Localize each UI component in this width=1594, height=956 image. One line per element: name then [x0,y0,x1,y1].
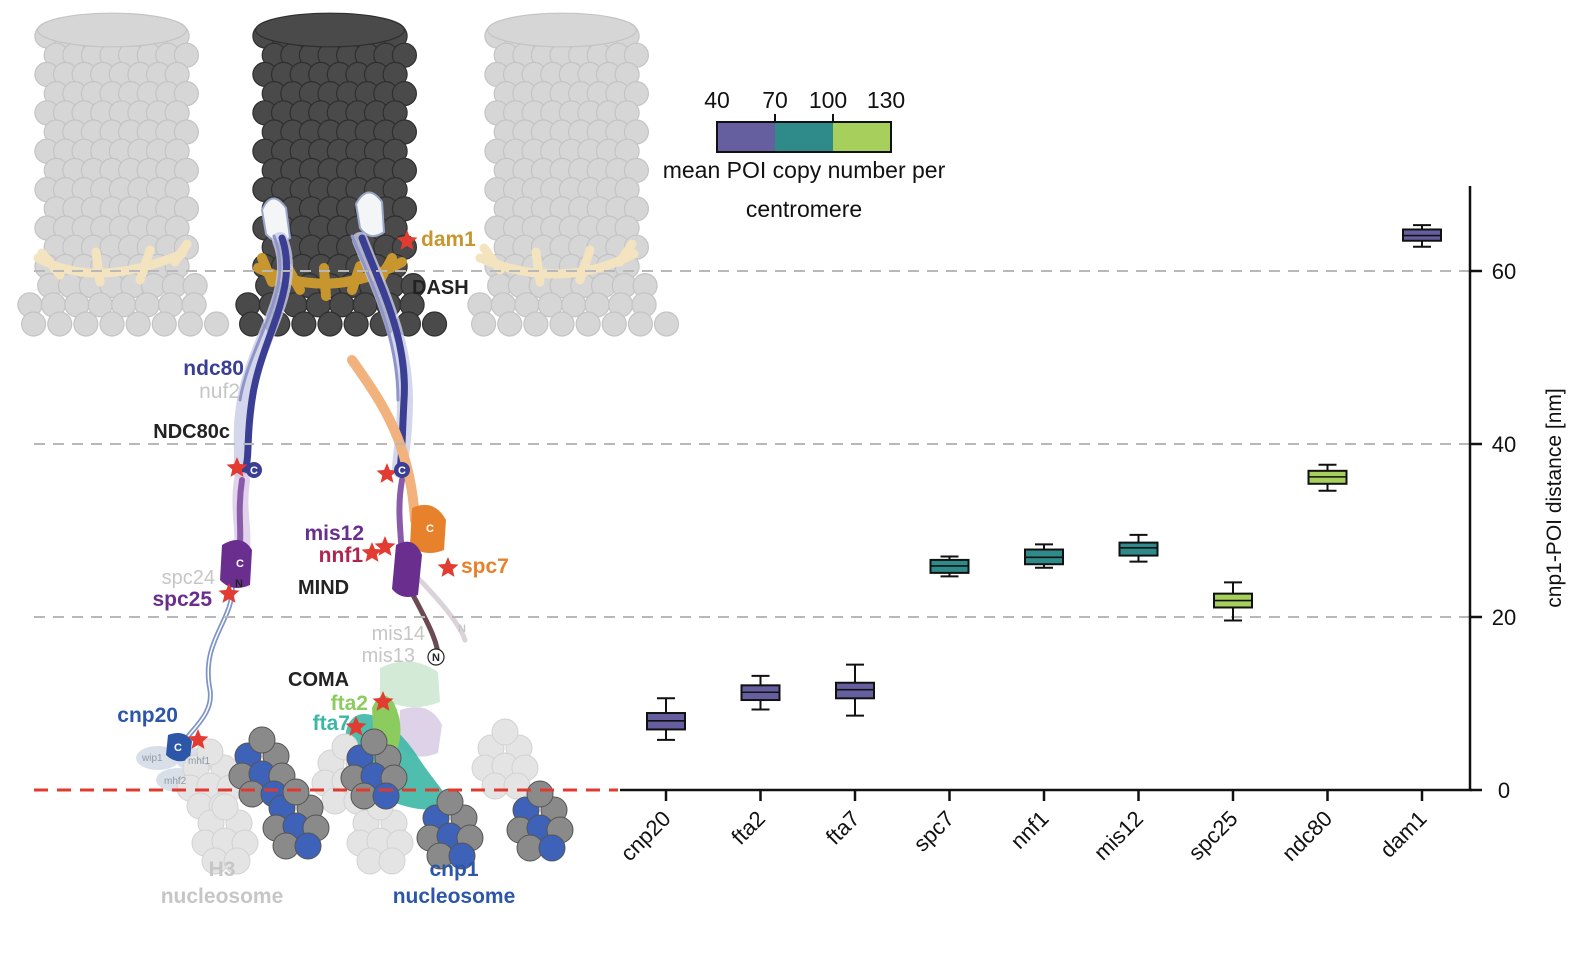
star-spc7 [437,557,459,577]
n-marker-mis14: N [458,623,466,635]
n-marker-spc25: N [235,578,243,590]
label-dash: DASH [412,277,469,299]
box-spc7 [929,555,970,578]
label-mhf2: mhf2 [164,776,187,787]
x-tick-label-fta7: fta7 [821,806,865,850]
boxes [646,224,1442,741]
star-fta2 [372,691,394,711]
box-ndc80 [1307,463,1348,492]
n-marker-mis13: N [432,652,440,664]
box-iqr-fta7 [835,681,875,700]
label-spc24: spc24 [162,567,215,589]
star-spc25 [218,583,240,603]
colorbar-tick-70: 70 [762,87,788,113]
y-tick-label-20: 20 [1492,605,1516,630]
c-marker-spc7: C [426,523,434,535]
label-cnp1-line1: cnp1 [429,858,478,881]
coma-lilac [398,707,442,757]
y-tick-label-0: 0 [1498,778,1510,803]
box-fta2 [740,674,781,711]
microtubule-light-right [467,12,680,337]
label-cnp20: cnp20 [117,704,178,727]
x-tick-label-spc25: spc25 [1183,806,1242,865]
box-spc25 [1213,581,1253,622]
label-spc7: spc7 [461,555,509,578]
colorbar-bin-3 [833,122,891,152]
colorbar-tick-130: 130 [867,87,905,113]
ndc80-heads [260,191,386,243]
label-h3-line1: H3 [209,858,236,881]
c-marker-ndc80-left: C [250,465,258,477]
label-wip1: wip1 [141,753,163,764]
star-dam1 [396,230,418,250]
kinetochore-diagram: dam1 DASH ndc80 nuf2 NDC80c spc24 spc25 … [17,12,680,908]
colorbar-bin-1 [717,122,775,152]
label-spc25: spc25 [152,588,212,611]
label-mind: MIND [298,577,349,599]
c-marker-cnp20: C [174,742,182,754]
label-dam1: dam1 [421,228,476,251]
x-tick-label-cnp20: cnp20 [615,806,675,866]
star-ndc80-left [226,457,248,477]
star-cnp20 [187,729,209,749]
colorbar-label-line2: centromere [746,196,862,222]
label-nuf2: nuf2 [199,380,240,403]
box-fta7 [835,663,875,717]
y-axis-label: cnp1-POI distance [nm] [1543,388,1566,607]
box-dam1 [1402,224,1442,248]
coma-pale [380,661,440,708]
terminus-markers: C C C C C N N N [170,462,466,755]
label-mis14: mis14 [372,623,425,645]
label-ndc80c: NDC80c [153,421,230,443]
label-mhf1: mhf1 [188,756,211,767]
diagram-labels: dam1 DASH ndc80 nuf2 NDC80c spc24 spc25 … [117,228,515,908]
marker-stars [187,230,459,749]
label-mis12: mis12 [304,522,364,545]
label-cnp1-line2: nucleosome [393,885,516,908]
mind-domain [392,541,422,597]
x-axis-ticks: cnp20 fta2 fta7 spc7 nnf1 mis12 spc25 ndc80 dam1 [615,790,1432,866]
colorbar-tick-100: 100 [809,87,847,113]
microtubule-light-left [17,12,230,337]
label-ndc80: ndc80 [183,357,244,380]
dash-ring-pale-left [33,239,192,287]
star-ndc80-right [376,463,398,483]
x-tick-label-nnf1: nnf1 [1006,806,1054,854]
x-tick-label-dam1: dam1 [1375,806,1432,863]
y-tick-label-60: 60 [1492,259,1516,284]
star-nnf1 [361,542,383,562]
x-tick-label-fta2: fta2 [726,806,770,850]
label-fta7: fta7 [313,712,350,735]
c-marker-spc25: C [236,558,244,570]
label-nnf1: nnf1 [319,544,364,567]
y-tick-label-40: 40 [1492,432,1516,457]
colorbar-legend: 40 70 100 130 mean POI copy number per c… [663,87,946,222]
label-mis13: mis13 [362,645,415,667]
label-coma: COMA [288,669,349,691]
label-h3-line2: nucleosome [161,885,284,908]
box-nnf1 [1024,543,1064,569]
colorbar-frame [716,121,892,153]
box-iqr-mis12 [1118,541,1159,557]
colorbar-bin-2 [775,122,833,152]
x-tick-label-mis12: mis12 [1089,806,1148,865]
label-fta2: fta2 [331,692,368,715]
box-mis12 [1118,533,1159,563]
x-tick-label-spc7: spc7 [908,806,959,857]
colorbar-label-line1: mean POI copy number per [663,157,946,183]
star-fta7 [345,716,367,736]
x-tick-label-ndc80: ndc80 [1277,806,1337,866]
nucleosomes [176,718,574,875]
box-cnp20 [646,697,686,741]
dash-ring-pale-right [475,239,639,287]
y-axis-ticks: 0 20 40 60 [1470,259,1516,803]
colorbar-tick-40: 40 [704,87,730,113]
c-marker-ndc80-right: C [398,465,406,477]
